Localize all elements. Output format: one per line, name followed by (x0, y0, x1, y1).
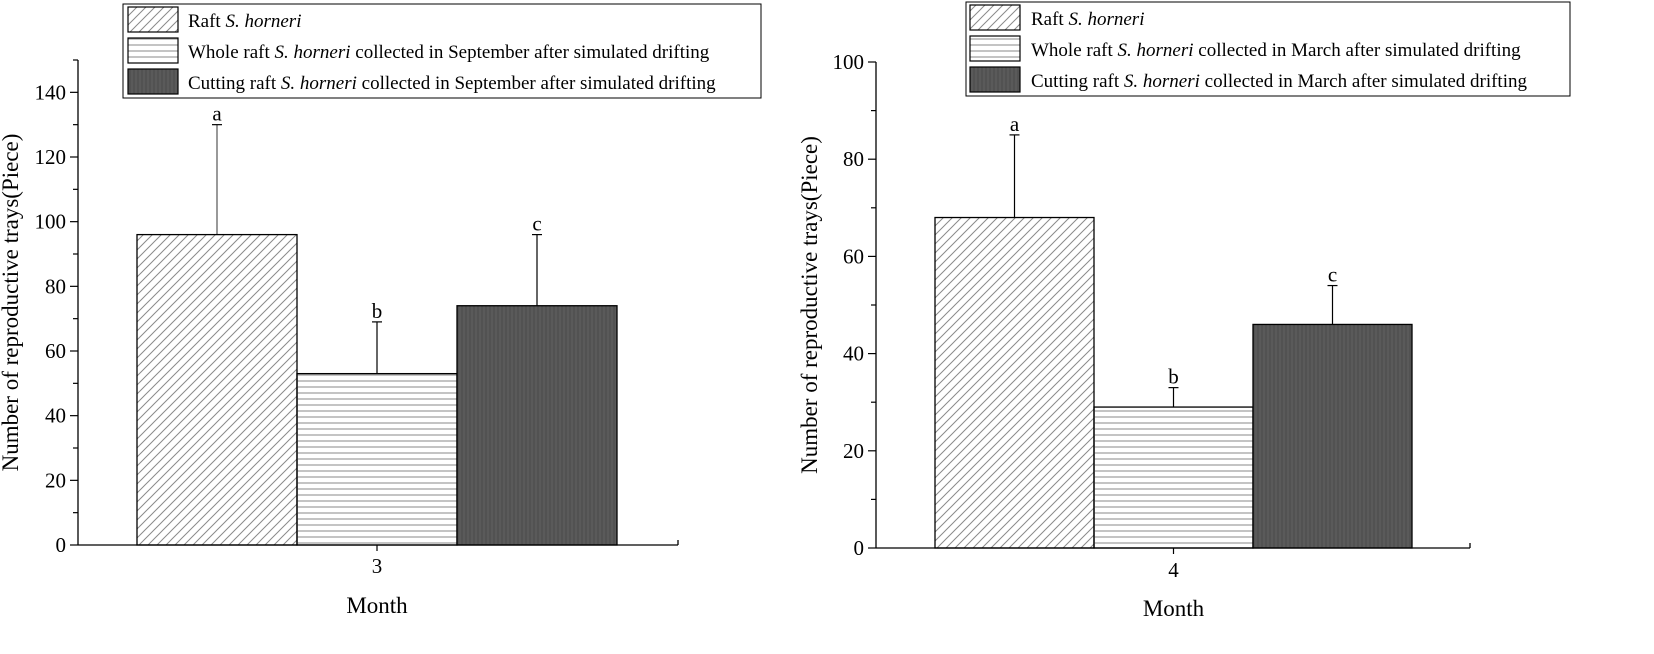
legend-label-part: collected in September after simulated d… (351, 42, 710, 63)
y-tick-label: 60 (843, 244, 864, 268)
legend-label-part: collected in March after simulated drift… (1200, 71, 1528, 92)
y-tick-label: 20 (843, 439, 864, 463)
bar-1 (934, 216, 1095, 549)
significance-label-2: b (372, 299, 383, 323)
bar-2 (1093, 406, 1254, 549)
y-tick-label: 0 (56, 533, 67, 557)
legend-box (965, 1, 1571, 97)
legend-label-part: S. horneri (275, 42, 351, 63)
legend-label-1: Raft S. horneri (188, 11, 301, 32)
y-tick-label: 80 (843, 147, 864, 171)
legend-label-part: Raft (1031, 9, 1068, 30)
y-tick-label: 120 (35, 145, 67, 169)
legend-label-part: S. horneri (281, 73, 357, 94)
y-tick-label: 100 (833, 50, 865, 74)
legend-label-part: Whole raft (1031, 40, 1118, 61)
y-tick-label: 60 (45, 339, 66, 363)
legend-swatch-1 (127, 6, 179, 33)
x-axis-title: Month (1143, 596, 1205, 621)
bar-1 (136, 233, 298, 546)
significance-label-1: a (212, 102, 222, 126)
bar-3 (456, 305, 618, 546)
legend-swatch-1 (969, 4, 1021, 31)
x-tick-label: 4 (1168, 558, 1179, 582)
legend-label-part: Cutting raft (1031, 71, 1124, 92)
x-tick-label: 3 (372, 554, 383, 578)
legend-label-part: collected in September after simulated d… (357, 73, 716, 94)
x-axis-title: Month (346, 593, 408, 618)
y-axis-title: Number of reproductive trays(Piece) (797, 136, 822, 474)
legend-swatch-3 (969, 66, 1021, 93)
legend-label-part: S. horneri (1118, 40, 1194, 61)
legend-label-3: Cutting raft S. horneri collected in Mar… (1031, 71, 1527, 92)
legend-label-part: collected in March after simulated drift… (1194, 40, 1522, 61)
legend-label-2: Whole raft S. horneri collected in Septe… (188, 42, 710, 63)
legend-label-1: Raft S. horneri (1031, 9, 1144, 30)
bar-3 (1252, 323, 1413, 549)
y-tick-label: 20 (45, 468, 66, 492)
chart-month-3: a b c 0 20 40 60 80 100 120 140 3 Month Number of rep… (0, 3, 762, 618)
significance-label-3: c (1328, 263, 1337, 287)
legend-label-part: S. horneri (1068, 9, 1144, 30)
y-tick-label: 40 (45, 404, 66, 428)
legend-box (122, 3, 762, 99)
significance-label-2: b (1168, 365, 1179, 389)
y-tick-label: 0 (854, 536, 865, 560)
legend-swatch-3 (127, 68, 179, 95)
y-axis-title: Number of reproductive trays(Piece) (0, 134, 23, 472)
significance-label-1: a (1010, 112, 1020, 136)
legend-label-part: S. horneri (225, 11, 301, 32)
legend-label-part: Whole raft (188, 42, 275, 63)
y-tick-label: 140 (35, 80, 67, 104)
legend-label-3: Cutting raft S. horneri collected in Sep… (188, 73, 716, 94)
legend-label-part: S. horneri (1124, 71, 1200, 92)
legend-swatch-2 (127, 37, 179, 64)
legend-label-2: Whole raft S. horneri collected in March… (1031, 40, 1521, 61)
significance-label-3: c (532, 212, 541, 236)
legend-swatch-2 (969, 35, 1021, 62)
y-tick-label: 80 (45, 274, 66, 298)
legend-label-part: Cutting raft (188, 73, 281, 94)
y-tick-label: 40 (843, 342, 864, 366)
bar-2 (296, 372, 458, 546)
y-tick-label: 100 (35, 210, 67, 234)
legend-label-part: Raft (188, 11, 225, 32)
chart-month-4: a b c 0 20 40 60 80 100 4 Month Number of reproduct… (797, 1, 1571, 621)
